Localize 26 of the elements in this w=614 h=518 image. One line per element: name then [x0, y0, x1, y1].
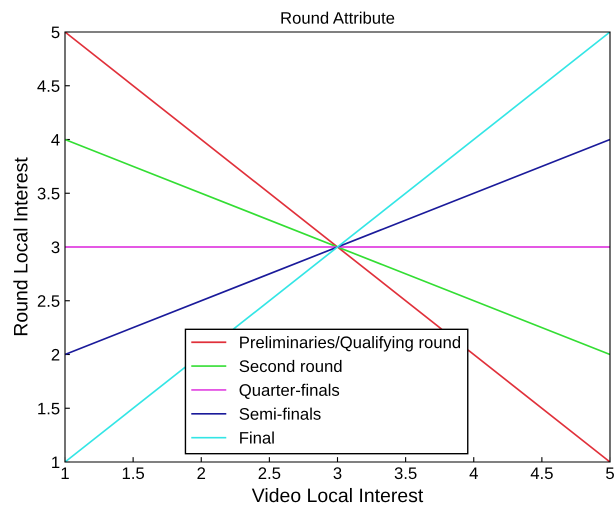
y-tick-label: 4.5	[37, 80, 60, 92]
y-tick-label: 2.5	[38, 295, 60, 307]
x-axis-title: Video Local Interest	[252, 488, 424, 502]
y-axis-title: Round Local Interest	[13, 157, 28, 336]
x-tick-label: 1.5	[122, 467, 144, 480]
legend-label: Quarter-finals	[240, 384, 340, 399]
y-tick-label: 3.5	[38, 188, 60, 200]
y-tick-label: 5	[52, 26, 60, 38]
y-tick-label: 1	[52, 456, 60, 468]
y-tick-label: 3	[52, 241, 60, 254]
legend-label: Preliminaries/Qualifying round	[240, 336, 460, 352]
x-tick-label: 3.5	[394, 467, 417, 480]
x-tick-label: 1	[62, 467, 69, 479]
legend-label: Second round	[240, 360, 342, 372]
x-tick-label: 2	[197, 467, 206, 479]
y-tick-label: 2	[52, 348, 60, 361]
legend-label: Semi-finals	[240, 408, 321, 420]
x-tick-label: 4	[470, 467, 478, 479]
legend-label: Final	[240, 431, 274, 444]
x-tick-label: 5	[606, 467, 614, 480]
x-tick-label: 3	[334, 467, 342, 480]
y-tick-label: 1.5	[38, 402, 60, 414]
x-tick-label: 2.5	[258, 467, 280, 480]
y-tick-label: 4	[51, 134, 60, 146]
chart-title: Round Attribute	[281, 12, 394, 24]
x-tick-label: 4.5	[530, 467, 553, 480]
